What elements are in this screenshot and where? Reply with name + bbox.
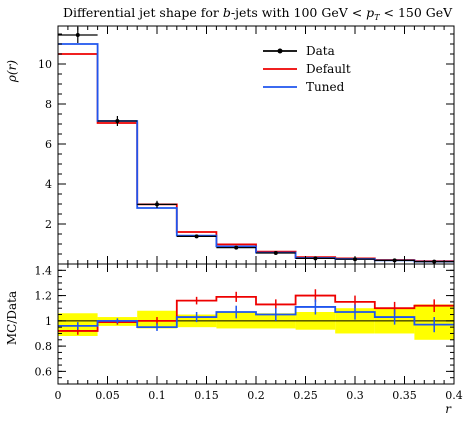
series-line-default [58, 53, 454, 263]
chart-title: Differential jet shape for b-jets with 1… [63, 5, 453, 22]
y-tick-label: 6 [45, 138, 52, 151]
y-tick-label: 10 [38, 58, 52, 71]
ratio-y-tick-label: 1.2 [35, 290, 53, 303]
data-point [273, 251, 278, 255]
x-tick-label: 0.1 [148, 389, 166, 402]
ratio-y-tick-label: 0.6 [35, 365, 53, 378]
x-axis-label: r [445, 402, 452, 416]
x-tick-label: 0.05 [95, 389, 120, 402]
legend-label-tuned: Tuned [306, 80, 345, 94]
x-tick-label: 0.4 [445, 389, 463, 402]
ratio-y-label: MC/Data [5, 291, 19, 345]
legend-label-default: Default [306, 62, 351, 76]
ratio-panel: 0.6 0.8 1 1.2 1.4 0 0.05 0.1 0.15 0.2 0.25 0.3 0.35 0… [5, 263, 463, 402]
x-tick-label: 0.15 [194, 389, 219, 402]
data-point [234, 245, 239, 250]
ratio-y-tick-label: 0.8 [35, 340, 53, 353]
data-point [313, 256, 318, 261]
data-point [75, 33, 80, 37]
x-tick-label: 0 [55, 389, 62, 402]
data-point [115, 119, 120, 123]
legend-label-data: Data [306, 44, 335, 58]
y-tick-label: 4 [45, 178, 52, 191]
uncertainty-band [216, 312, 256, 329]
series-line-tuned [58, 43, 454, 263]
data-point [155, 202, 159, 207]
y-tick-label: 8 [45, 98, 52, 111]
data-point [194, 234, 199, 239]
legend: Data Default Tuned [263, 44, 351, 94]
main-panel: 2 4 6 8 10 ρ(r) Data Default Tuned [5, 25, 455, 265]
x-tick-label: 0.3 [346, 389, 364, 402]
ratio-y-tick-label: 1.4 [35, 264, 53, 277]
x-tick-label: 0.2 [247, 389, 265, 402]
y-tick-label: 2 [45, 218, 52, 231]
x-tick-label: 0.25 [293, 389, 318, 402]
ratio-y-tick-label: 1 [45, 315, 52, 328]
main-y-label: ρ(r) [5, 60, 19, 83]
main-frame [57, 25, 455, 265]
x-tick-label: 0.35 [392, 389, 417, 402]
ratio-line-tuned [58, 306, 454, 329]
legend-marker-data [277, 48, 283, 54]
